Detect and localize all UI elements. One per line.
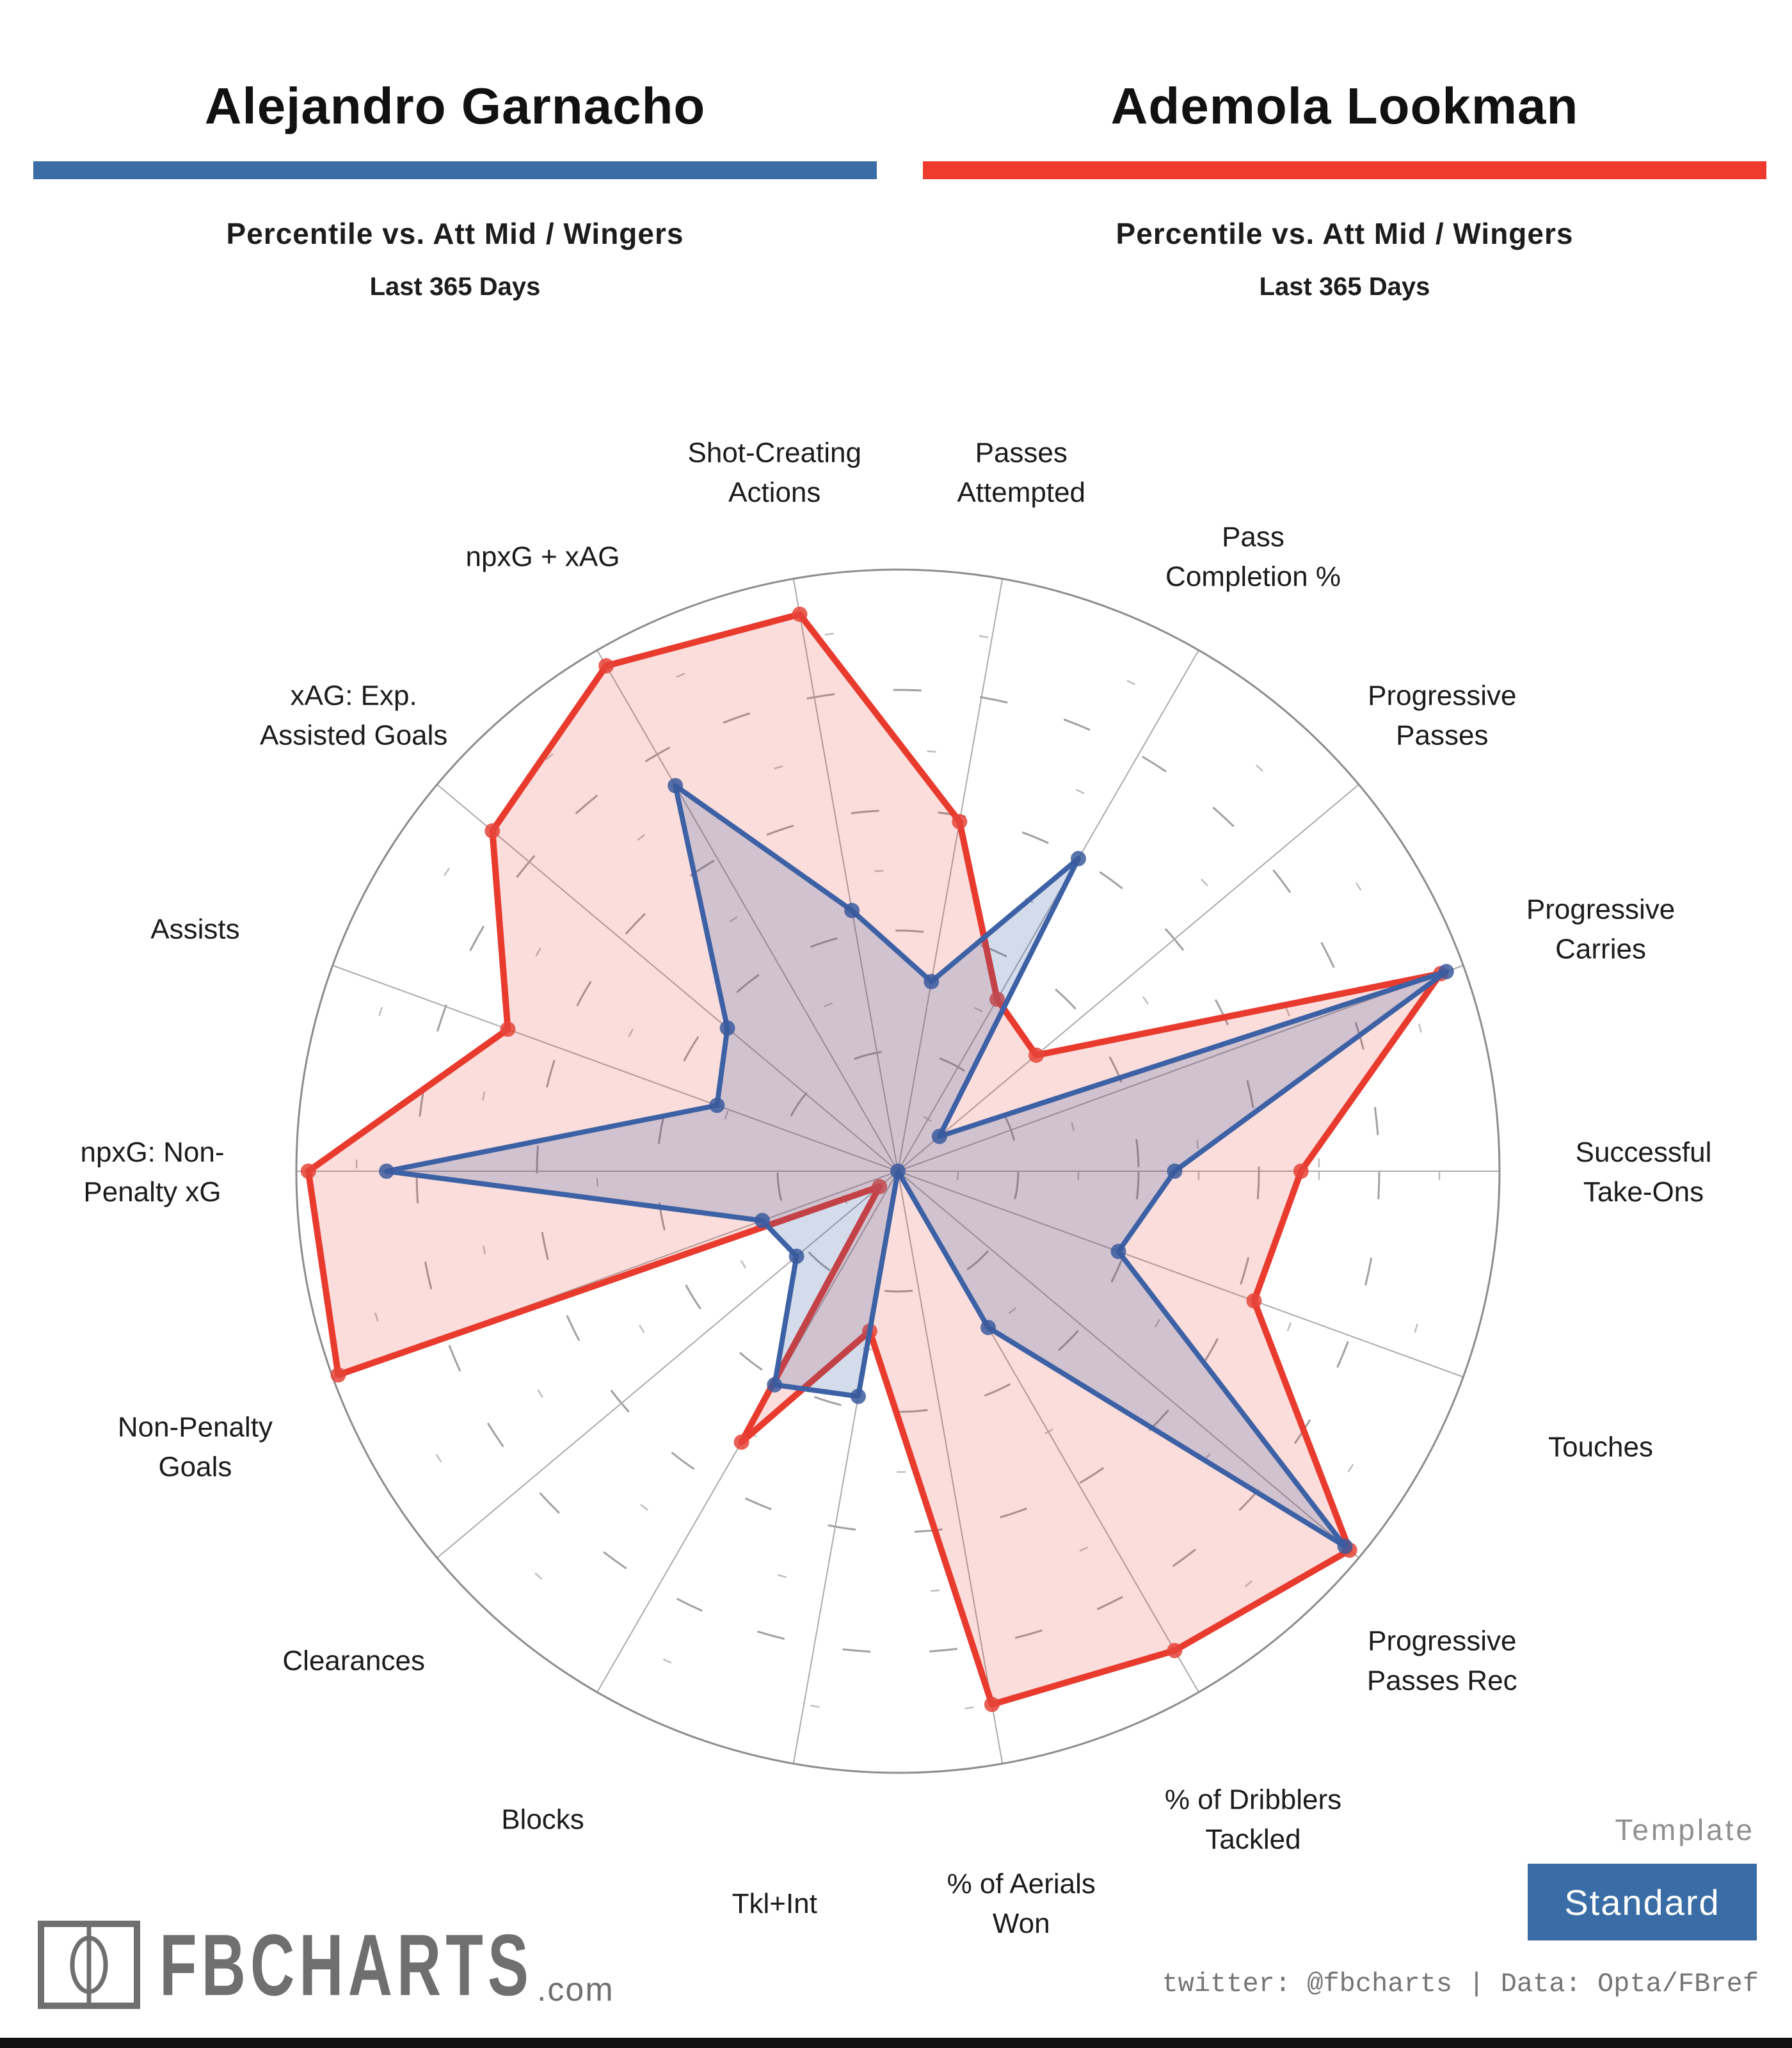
grid-spoke-progressive-carries: [897, 964, 1464, 1172]
axis-label-blocks: Blocks: [501, 1804, 584, 1835]
template-label: Template: [1615, 1813, 1755, 1846]
player-header-left: Alejandro Garnacho Percentile vs. Att Mi…: [33, 77, 877, 301]
player-name-left: Alejandro Garnacho: [204, 77, 706, 134]
data-point-ademola-lookman-xag-exp-assisted-goals: [484, 823, 500, 839]
data-point-alejandro-garnacho-clearances: [788, 1248, 804, 1264]
template-standard-button[interactable]: Standard: [1528, 1864, 1757, 1940]
player-period-left: Last 365 Days: [369, 273, 541, 301]
data-point-ademola-lookman-pass-completion: [989, 991, 1005, 1007]
data-point-alejandro-garnacho-successful-take-ons: [1167, 1164, 1183, 1179]
grid-spoke-assists: [332, 964, 899, 1172]
data-point-ademola-lookman-blocks: [733, 1434, 749, 1450]
data-point-alejandro-garnacho-of-aerials-won: [890, 1164, 906, 1179]
data-point-alejandro-garnacho-touches: [1110, 1244, 1126, 1260]
axis-label-progressive-passes: Progressive Passes: [1368, 680, 1516, 751]
grid-spoke-clearances: [436, 1171, 899, 1558]
data-point-ademola-lookman-progressive-passes: [1028, 1047, 1044, 1063]
player-subtitle-right: Percentile vs. Att Mid / Wingers: [1116, 217, 1574, 250]
data-point-ademola-lookman-passes-attempted: [952, 813, 968, 829]
data-point-alejandro-garnacho-progressive-carries: [1438, 964, 1454, 980]
radar-axis-labels: Passes Attempted Pass Completion % Progressi…: [81, 437, 1712, 1939]
fbcharts-logo: FBCHARTS .com: [37, 1920, 614, 2010]
axis-label-passes-attempted: Passes Attempted: [957, 437, 1085, 508]
data-point-ademola-lookman-shot-creating-actions: [792, 606, 808, 622]
data-point-alejandro-garnacho-shot-creating-actions: [844, 902, 860, 918]
axis-label-progressive-carries: Progressive Carries: [1526, 893, 1675, 964]
axis-label-npxg-non-penalty-xg: npxG: Non-Penalty xG: [81, 1137, 225, 1208]
grid-spoke-xag-exp-assisted-goals: [436, 784, 899, 1172]
data-point-ademola-lookman-clearances: [872, 1179, 888, 1195]
data-point-ademola-lookman-assists: [500, 1021, 516, 1037]
data-point-alejandro-garnacho-passes-attempted: [924, 973, 940, 989]
data-point-alejandro-garnacho-non-penalty-goals: [755, 1213, 771, 1229]
data-point-alejandro-garnacho-of-dribblers-tackled: [980, 1320, 996, 1336]
data-point-ademola-lookman-npxg-xag: [598, 658, 614, 674]
data-point-ademola-lookman-of-dribblers-tackled: [1167, 1642, 1183, 1658]
data-point-ademola-lookman-non-penalty-goals: [330, 1367, 346, 1383]
data-point-ademola-lookman-of-aerials-won: [984, 1697, 1000, 1713]
data-point-alejandro-garnacho-pass-completion: [1071, 851, 1086, 867]
logo-text: FBCHARTS: [159, 1917, 533, 2015]
logo-suffix: .com: [536, 1971, 614, 2009]
axis-label-shot-creating-actions: Shot-Creating Actions: [688, 437, 861, 508]
axis-label-pass-completion: Pass Completion %: [1165, 522, 1341, 593]
data-point-alejandro-garnacho-progressive-passes-rec: [1337, 1539, 1353, 1555]
data-point-alejandro-garnacho-npxg-non-penalty-xg: [379, 1164, 394, 1179]
axis-label-successful-take-ons: Successful Take-Ons: [1576, 1137, 1712, 1208]
grid-spoke-touches: [897, 1171, 1464, 1378]
data-point-alejandro-garnacho-progressive-passes: [931, 1128, 947, 1144]
grid-outer-circle: [295, 568, 1501, 1774]
grid-spoke-of-aerials-won: [897, 1171, 1004, 1764]
data-point-alejandro-garnacho-assists: [709, 1098, 725, 1114]
axis-label-touches: Touches: [1548, 1432, 1653, 1463]
axis-label-tkl-int: Tkl+Int: [732, 1888, 817, 1919]
axis-label-assists: Assists: [150, 913, 239, 945]
player-accent-bar-left: [33, 161, 877, 179]
axis-label-clearances: Clearances: [282, 1645, 425, 1676]
pitch-icon: [38, 1921, 140, 2009]
series-alejandro-garnacho: [379, 778, 1454, 1555]
data-point-alejandro-garnacho-blocks: [767, 1377, 783, 1393]
player-header-right: Ademola Lookman Percentile vs. Att Mid /…: [923, 77, 1766, 301]
grid-spoke-npxg-xag: [596, 650, 899, 1172]
data-point-ademola-lookman-touches: [1246, 1293, 1262, 1309]
axis-label-xag-exp-assisted-goals: xAG: Exp. Assisted Goals: [260, 680, 447, 751]
bottom-bar: [0, 2038, 1792, 2048]
grid-spoke-pass-completion: [897, 650, 1199, 1172]
player-accent-bar-right: [923, 161, 1766, 179]
grid-spoke-progressive-passes-rec: [897, 1171, 1359, 1558]
axis-label-npxg-xag: npxG + xAG: [466, 541, 620, 573]
data-point-alejandro-garnacho-tkl-int: [850, 1388, 866, 1404]
data-point-alejandro-garnacho-npxg-xag: [668, 778, 684, 794]
axis-label-of-aerials-won: % of Aerials Won: [947, 1868, 1096, 1939]
axis-label-progressive-passes-rec: Progressive Passes Rec: [1367, 1625, 1517, 1696]
credits-line: twitter: @fbcharts | Data: Opta/FBref: [1162, 1969, 1759, 1999]
axis-label-of-dribblers-tackled: % of Dribblers Tackled: [1165, 1784, 1341, 1855]
player-subtitle-left: Percentile vs. Att Mid / Wingers: [226, 217, 684, 250]
axis-label-non-penalty-goals: Non-Penalty Goals: [118, 1412, 273, 1483]
data-point-ademola-lookman-successful-take-ons: [1293, 1164, 1309, 1179]
player-period-right: Last 365 Days: [1259, 273, 1430, 301]
player-name-right: Ademola Lookman: [1110, 77, 1579, 134]
data-point-ademola-lookman-npxg-non-penalty-xg: [300, 1164, 316, 1179]
grid-spoke-shot-creating-actions: [792, 579, 899, 1172]
grid-spoke-passes-attempted: [897, 579, 1004, 1172]
data-point-alejandro-garnacho-xag-exp-assisted-goals: [719, 1020, 735, 1036]
grid-spoke-progressive-passes: [897, 784, 1359, 1172]
